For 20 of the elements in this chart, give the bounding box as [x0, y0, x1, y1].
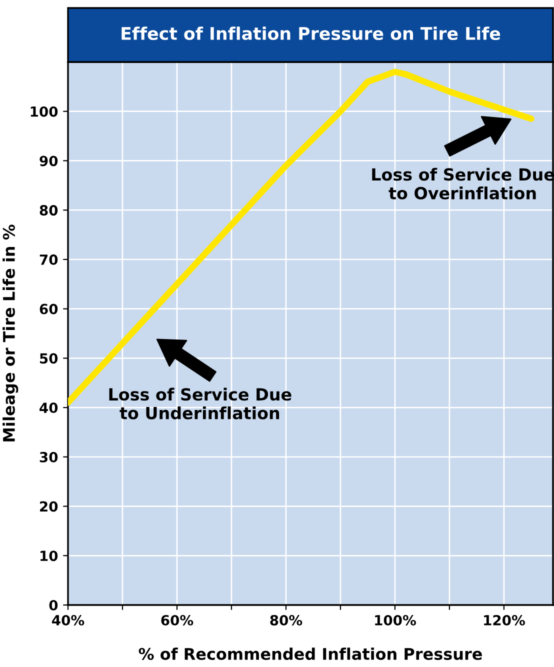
x-tick-label: 120% — [484, 614, 525, 626]
y-tick-label: 50 — [40, 353, 58, 364]
y-tick-label: 30 — [40, 452, 58, 462]
y-tick-label: 80 — [40, 205, 58, 216]
y-tick-label: 10 — [40, 550, 58, 562]
y-axis-title: Mileage or Tire Life in % — [2, 224, 18, 442]
chart-title: Effect of Inflation Pressure on Tire Life — [122, 26, 500, 40]
x-tick-label: 100% — [375, 614, 416, 626]
x-tick-label: 60% — [161, 614, 194, 626]
y-tick-label: 100 — [30, 106, 58, 117]
y-tick-label: 40 — [40, 402, 58, 414]
y-tick-label: 70 — [40, 254, 58, 265]
annotation: Loss of Service Due to Underinflation — [109, 388, 292, 420]
y-tick-label: 0 — [49, 600, 58, 610]
x-tick-label: 40% — [52, 614, 84, 626]
y-tick-label: 90 — [40, 156, 58, 166]
y-tick-label: 60 — [40, 304, 58, 314]
x-tick-label: 80% — [270, 614, 302, 626]
y-tick-label: 20 — [40, 501, 58, 512]
x-axis-title: % of Recommended Inflation Pressure — [138, 648, 482, 660]
